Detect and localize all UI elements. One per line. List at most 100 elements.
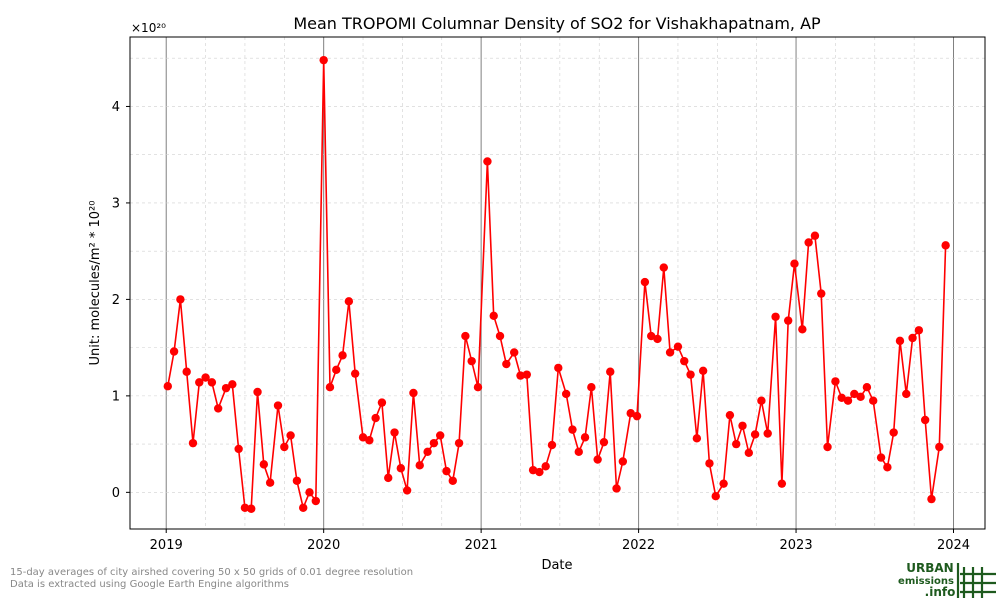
data-point [495,331,505,341]
data-point [207,378,217,387]
plot-border [129,36,986,530]
logo-word-info: .info [925,585,956,599]
footnote-line-2: Data is extracted using Google Earth Eng… [10,579,289,590]
data-point [332,365,341,375]
data-point [804,238,813,247]
data-point [941,241,950,250]
data-point [240,503,250,512]
data-point [632,411,642,421]
data-point [461,331,470,341]
data-point [935,442,944,452]
data-point [750,430,760,439]
data-point [201,373,210,382]
data-point [311,496,321,506]
data-point [580,433,590,442]
data-point [665,348,675,357]
data-point [195,378,204,387]
data-point [423,447,432,457]
data-point [299,503,308,512]
data-point [234,444,243,454]
data-point [415,461,424,470]
series-line [167,60,947,511]
data-point [680,356,689,366]
data-point [618,457,628,466]
data-point [273,401,283,410]
data-point [869,396,878,405]
data-point [365,436,374,445]
data-point [528,465,538,475]
data-point [640,277,650,287]
data-point [673,342,683,351]
data-point [817,289,826,298]
data-point [837,393,846,402]
data-point [280,442,289,452]
data-point [823,442,832,452]
data-point [626,409,635,418]
grid-symbol-icon [956,563,996,598]
data-point [265,478,275,487]
data-point [738,421,747,430]
y-axis-label: Unit: molecules/m² * 10²⁰ [88,201,103,366]
data-point [253,387,262,397]
data-point [790,259,799,268]
data-point [502,359,511,369]
data-point [429,438,439,448]
data-point [783,316,793,325]
plot-area [130,37,985,529]
data-point [182,367,191,376]
data-point [908,333,917,343]
data-point [612,484,621,493]
data-point [396,464,406,473]
data-point [384,473,393,483]
y-multiplier: ×10²⁰ [131,21,166,35]
x-tick-label: 2019 [150,538,183,553]
data-point [371,413,380,423]
data-point [927,494,936,504]
y-tick-label: 3 [112,196,120,211]
data-point [902,389,911,399]
data-point [705,459,714,468]
logo-word-urban: URBAN [906,561,953,575]
series-group [163,55,950,513]
data-point [402,486,412,495]
y-axis: 0 1 2 3 4 [112,100,130,501]
data-point [606,367,615,376]
data-point [599,437,609,447]
data-point [843,396,853,405]
data-point [692,434,702,443]
data-point [547,440,557,450]
data-point [176,295,185,304]
data-point [358,433,368,442]
data-point [856,392,865,402]
data-point [338,351,347,360]
data-point [377,398,387,407]
data-point [698,366,708,375]
data-point [541,462,550,471]
data-point [169,347,179,356]
data-point [435,431,445,440]
data-point [305,488,314,497]
data-point [454,438,464,448]
data-point [247,504,256,513]
data-point [516,371,525,380]
data-point [163,382,172,391]
y-tick-label: 4 [112,100,120,115]
data-point [292,476,302,485]
y-tick-label: 0 [112,486,120,501]
data-point [914,326,924,335]
data-point [920,415,930,425]
data-point [744,448,754,457]
x-tick-label: 2024 [937,538,970,553]
data-point [522,370,531,379]
data-point [448,476,457,485]
x-tick-label: 2021 [465,538,498,553]
data-point [568,425,577,434]
data-point [319,55,328,65]
logo-word-emissions: emissions [898,576,954,587]
data-point [325,382,335,392]
data-point [509,348,519,357]
data-point [535,467,544,477]
data-point [221,383,231,393]
data-point [646,331,656,341]
